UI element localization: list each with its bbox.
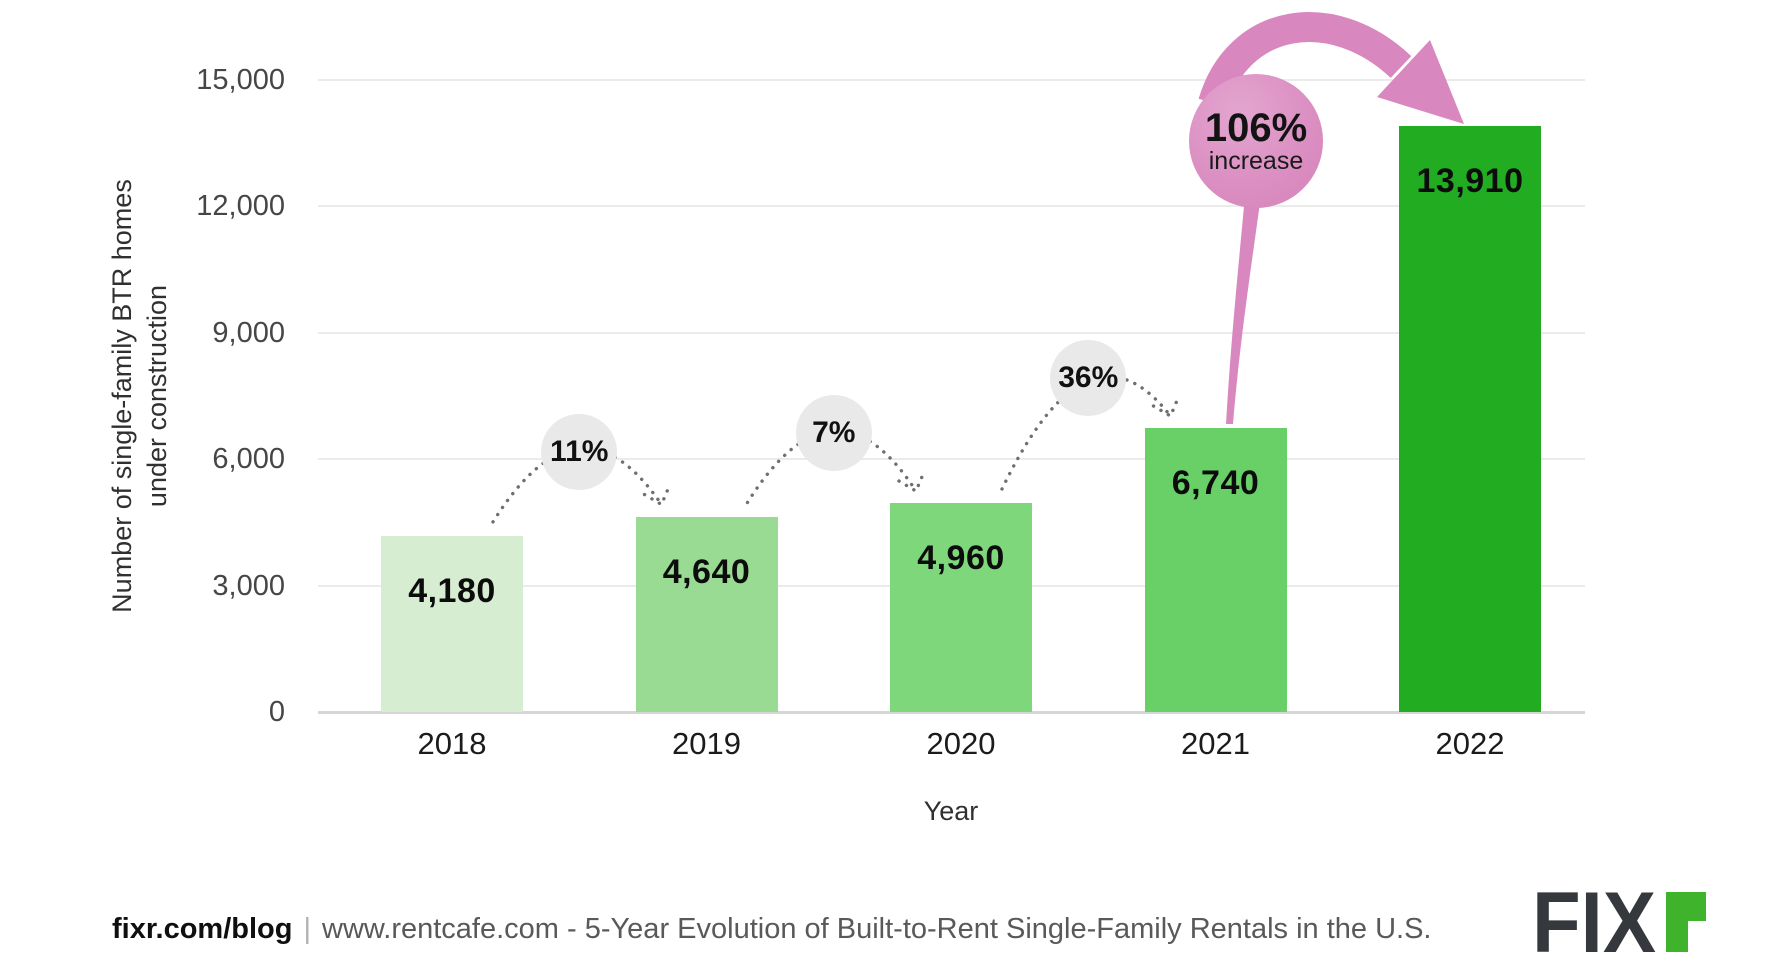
y-tick-label: 12,000 <box>196 190 285 223</box>
fixr-logo-fix-text: FIX <box>1532 889 1656 957</box>
x-axis-title: Year <box>923 796 979 826</box>
footer-separator: | <box>303 913 312 945</box>
y-tick-label: 15,000 <box>196 64 285 96</box>
bar-2020: 4,960 <box>890 503 1032 712</box>
y-tick-label: 0 <box>268 696 285 728</box>
bar-2022: 13,910 <box>1399 125 1541 712</box>
bar-value-label: 6,740 <box>1171 464 1260 503</box>
big-increase-percent: 106% <box>1204 105 1308 150</box>
x-tick-label: 2018 <box>417 726 487 761</box>
bar-2019: 4,640 <box>635 516 778 712</box>
x-tick-label: 2021 <box>1181 726 1250 761</box>
fixr-logo-graphic: FIX <box>1532 875 1706 971</box>
footer-attribution: www.rentcafe.com - 5-Year Evolution of B… <box>322 913 1432 945</box>
bar-value-label: 13,910 <box>1416 161 1524 200</box>
footer: fixr.com/blog | www.rentcafe.com - 5-Year … <box>112 913 1431 946</box>
x-axis-line <box>318 711 1585 714</box>
bar-value-label: 4,640 <box>662 552 751 591</box>
gridline <box>318 79 1585 81</box>
increase-badge: 36% <box>1050 340 1127 416</box>
gridline <box>318 205 1585 208</box>
fixr-logo-r-glyph <box>1666 892 1706 952</box>
bar-value-label: 4,180 <box>408 571 496 610</box>
x-tick-label: 2019 <box>672 726 741 761</box>
footer-source-blog: fixr.com/blog <box>112 913 293 945</box>
y-tick-label: 9,000 <box>212 316 285 349</box>
big-increase-sublabel: increase <box>1208 146 1304 175</box>
y-tick-label: 3,000 <box>212 569 285 602</box>
gridline <box>318 458 1585 461</box>
x-tick-label: 2020 <box>926 726 996 761</box>
gridline <box>318 331 1585 334</box>
x-tick-label: 2022 <box>1435 726 1505 761</box>
increase-badge: 7% <box>795 395 872 471</box>
increase-badge: 11% <box>541 414 618 490</box>
fixr-logo: FIX <box>1532 875 1708 971</box>
y-tick-label: 6,000 <box>212 443 285 476</box>
bar-value-label: 4,960 <box>917 539 1005 578</box>
big-increase-badge: 106% increase <box>1189 74 1323 208</box>
bar-2018: 4,180 <box>381 535 523 712</box>
